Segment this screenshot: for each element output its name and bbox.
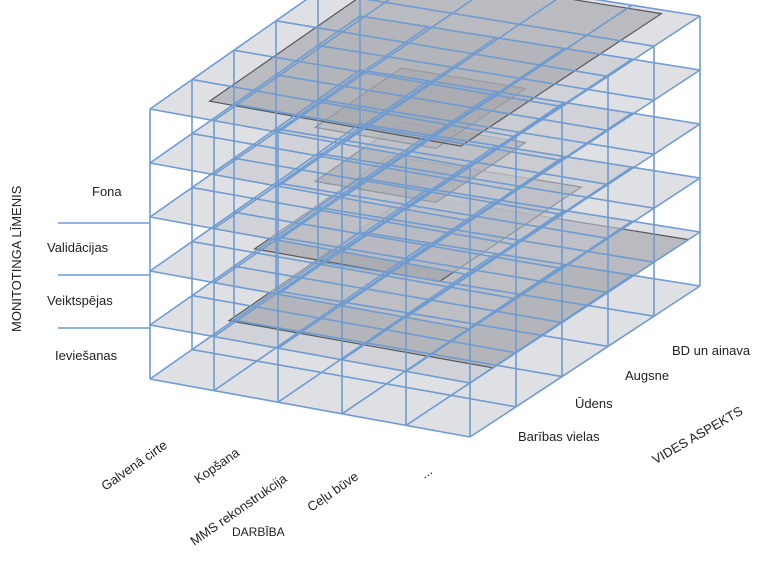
grid-line-width xyxy=(317,260,655,317)
grid-line-width xyxy=(233,103,563,162)
aspect-label-udens: Ūdens xyxy=(575,396,613,411)
grid-line-width xyxy=(149,162,471,222)
grid-line-width xyxy=(359,15,701,71)
grid-line-width xyxy=(191,240,517,300)
grid-line-depth xyxy=(213,188,429,338)
plane-highlight xyxy=(208,0,664,147)
aspect-label-bd-un-ainava: BD un ainava xyxy=(672,343,751,358)
grid-line-depth xyxy=(277,36,497,187)
level-label-ieviesanas: Ieviešanas xyxy=(55,348,118,363)
grid-lines xyxy=(58,0,701,438)
grid-line-width xyxy=(191,348,517,408)
grid-line-width xyxy=(275,236,609,294)
grid-line-depth xyxy=(277,0,474,133)
grid-line-depth xyxy=(213,26,429,176)
grid-line-width xyxy=(317,44,655,101)
grid-line-depth xyxy=(469,69,701,222)
grid-line-width xyxy=(594,0,701,17)
aspect-label-augsne: Augsne xyxy=(625,368,670,383)
grid-line-width xyxy=(191,78,517,138)
grid-line-width xyxy=(275,290,609,348)
grid-line-depth xyxy=(469,123,701,276)
grid-line-depth xyxy=(469,231,701,384)
grid-line-width xyxy=(359,177,701,233)
grid-line-depth xyxy=(149,177,361,326)
grid-line-depth xyxy=(277,144,497,295)
grid-line-width xyxy=(149,108,471,168)
grid-line-width xyxy=(359,69,701,125)
grid-line-width xyxy=(149,216,471,276)
horizontal-axis-title: DARBĪBA xyxy=(232,525,285,539)
grid-line-width xyxy=(359,123,701,179)
grid-line-depth xyxy=(213,242,429,392)
grid-line-width xyxy=(149,270,471,330)
grid-line-width xyxy=(275,20,609,78)
level-label-fona: Fona xyxy=(92,184,122,199)
grid-line-width xyxy=(191,132,517,192)
grid-line-width xyxy=(359,231,701,287)
grid-line-width xyxy=(275,128,609,186)
grid-line-depth xyxy=(277,252,497,403)
grid-line-depth xyxy=(341,209,565,361)
grid-line-depth xyxy=(341,263,565,415)
grid-line-depth xyxy=(469,15,701,168)
level-label-validacijas: Validācijas xyxy=(47,240,109,255)
grid-line-width xyxy=(191,294,517,354)
grid-line-depth xyxy=(213,0,391,122)
grid-line-width xyxy=(233,319,563,378)
grid-line-width xyxy=(317,206,655,263)
grid-line-width xyxy=(191,186,517,246)
grid-line-depth xyxy=(213,134,429,284)
grid-line-depth xyxy=(341,0,558,145)
grid-line-depth xyxy=(277,198,497,349)
grid-line-depth xyxy=(277,90,497,241)
grid-line-depth xyxy=(213,80,429,230)
grid-line-depth xyxy=(341,101,565,253)
grid-line-width xyxy=(233,211,563,270)
grid-line-width xyxy=(233,265,563,324)
vertical-axis-title: MONITOTINGA LĪMENIS xyxy=(9,185,24,332)
grid-line-width xyxy=(365,0,655,47)
grid-line-depth xyxy=(149,0,308,110)
grid-line-depth xyxy=(469,285,701,438)
grid-line-depth xyxy=(149,123,361,272)
grid-line-width xyxy=(233,157,563,216)
grid-line-depth xyxy=(469,177,701,330)
level-label-veiktspejas: Veiktspējas xyxy=(47,293,113,308)
grid-line-width xyxy=(149,378,471,438)
grid-line-depth xyxy=(149,231,361,380)
grid-line-width xyxy=(317,98,655,155)
grid-line-depth xyxy=(341,47,565,199)
grid-line-width xyxy=(275,182,609,240)
grid-line-width xyxy=(233,49,563,108)
grid-line-depth xyxy=(149,15,361,164)
grid-line-width xyxy=(149,324,471,384)
grid-line-depth xyxy=(341,155,565,307)
grid-line-width xyxy=(317,152,655,209)
grid-line-depth xyxy=(405,4,633,157)
grid-line-width xyxy=(275,74,609,132)
aspect-label-baribas-vielas: Barības vielas xyxy=(518,429,600,444)
grid-line-depth xyxy=(149,69,361,218)
